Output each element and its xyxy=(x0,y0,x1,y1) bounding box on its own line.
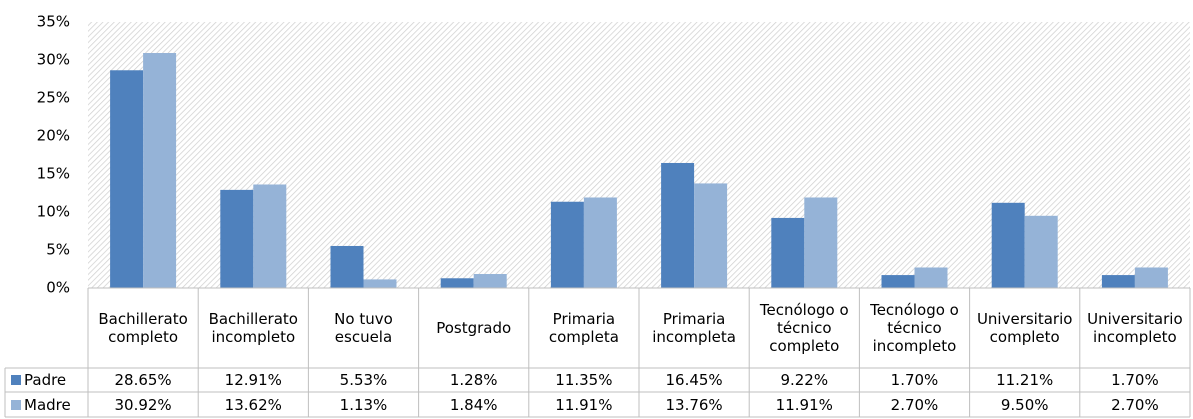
x-tick-label: Postgrado xyxy=(436,319,512,337)
data-label: 1.70% xyxy=(890,371,939,389)
bar xyxy=(804,197,838,288)
legend-entry: Madre xyxy=(5,392,88,417)
data-label: 13.62% xyxy=(224,395,282,414)
bar xyxy=(771,217,805,288)
legend-label: Padre xyxy=(24,371,67,389)
data-label: 1.84% xyxy=(449,395,498,414)
bar xyxy=(694,183,728,288)
data-label: 1.70% xyxy=(1111,371,1159,389)
bar xyxy=(143,53,177,289)
legend-swatch xyxy=(11,375,21,385)
data-label: 1.13% xyxy=(339,395,388,414)
bar xyxy=(1101,275,1135,288)
x-tick-label: Bachillerato completo xyxy=(98,310,188,346)
bar xyxy=(110,70,144,288)
bar xyxy=(881,275,915,288)
data-label: 5.53% xyxy=(339,371,388,389)
data-label: 11.91% xyxy=(775,395,833,414)
x-tick-label: Primaria incompleta xyxy=(652,310,736,346)
x-tick-label: Primaria completa xyxy=(548,310,619,346)
data-label: 9.50% xyxy=(1000,395,1049,414)
y-tick-label: 0% xyxy=(46,279,70,297)
bar xyxy=(1134,267,1168,288)
data-label: 13.76% xyxy=(665,395,723,414)
data-label: 11.21% xyxy=(996,371,1054,389)
data-label: 30.92% xyxy=(114,395,172,414)
x-tick-label: Tecnólogo o técnico incompleto xyxy=(870,301,959,355)
bar xyxy=(253,184,287,288)
x-tick-label: Bachillerato incompleto xyxy=(208,310,298,346)
data-label: 2.70% xyxy=(890,395,939,414)
data-label: 11.91% xyxy=(555,395,613,414)
y-tick-label: 10% xyxy=(37,203,70,221)
data-label: 16.45% xyxy=(665,371,723,389)
data-label: 12.91% xyxy=(224,371,282,389)
y-tick-label: 30% xyxy=(37,51,70,69)
bar xyxy=(914,267,948,288)
data-label: 1.28% xyxy=(449,371,498,389)
data-label: 11.35% xyxy=(555,371,613,389)
bar xyxy=(583,197,617,288)
data-label: 2.70% xyxy=(1111,395,1159,414)
bar xyxy=(220,189,254,288)
bar xyxy=(1024,215,1058,288)
bar xyxy=(661,162,695,288)
y-tick-label: 25% xyxy=(37,89,70,107)
y-tick-label: 20% xyxy=(37,127,70,145)
bar xyxy=(330,245,364,288)
x-tick-label: Universitario completo xyxy=(976,310,1073,346)
legend-entry: Padre xyxy=(5,368,88,392)
data-label: 28.65% xyxy=(114,371,172,389)
x-tick-label: Universitario incompleto xyxy=(1087,310,1183,346)
bar xyxy=(440,278,474,288)
bar xyxy=(550,201,584,288)
bar xyxy=(363,279,397,288)
bar xyxy=(991,202,1025,288)
x-tick-label: No tuvo escuela xyxy=(334,310,393,346)
bar xyxy=(473,274,507,288)
legend-label: Madre xyxy=(24,395,71,414)
x-tick-label: Tecnólogo o técnico completo xyxy=(759,301,849,355)
y-tick-label: 15% xyxy=(37,165,70,183)
data-label: 9.22% xyxy=(780,371,829,389)
legend-swatch xyxy=(11,399,21,410)
y-tick-label: 5% xyxy=(46,241,70,259)
y-tick-label: 35% xyxy=(37,13,70,31)
